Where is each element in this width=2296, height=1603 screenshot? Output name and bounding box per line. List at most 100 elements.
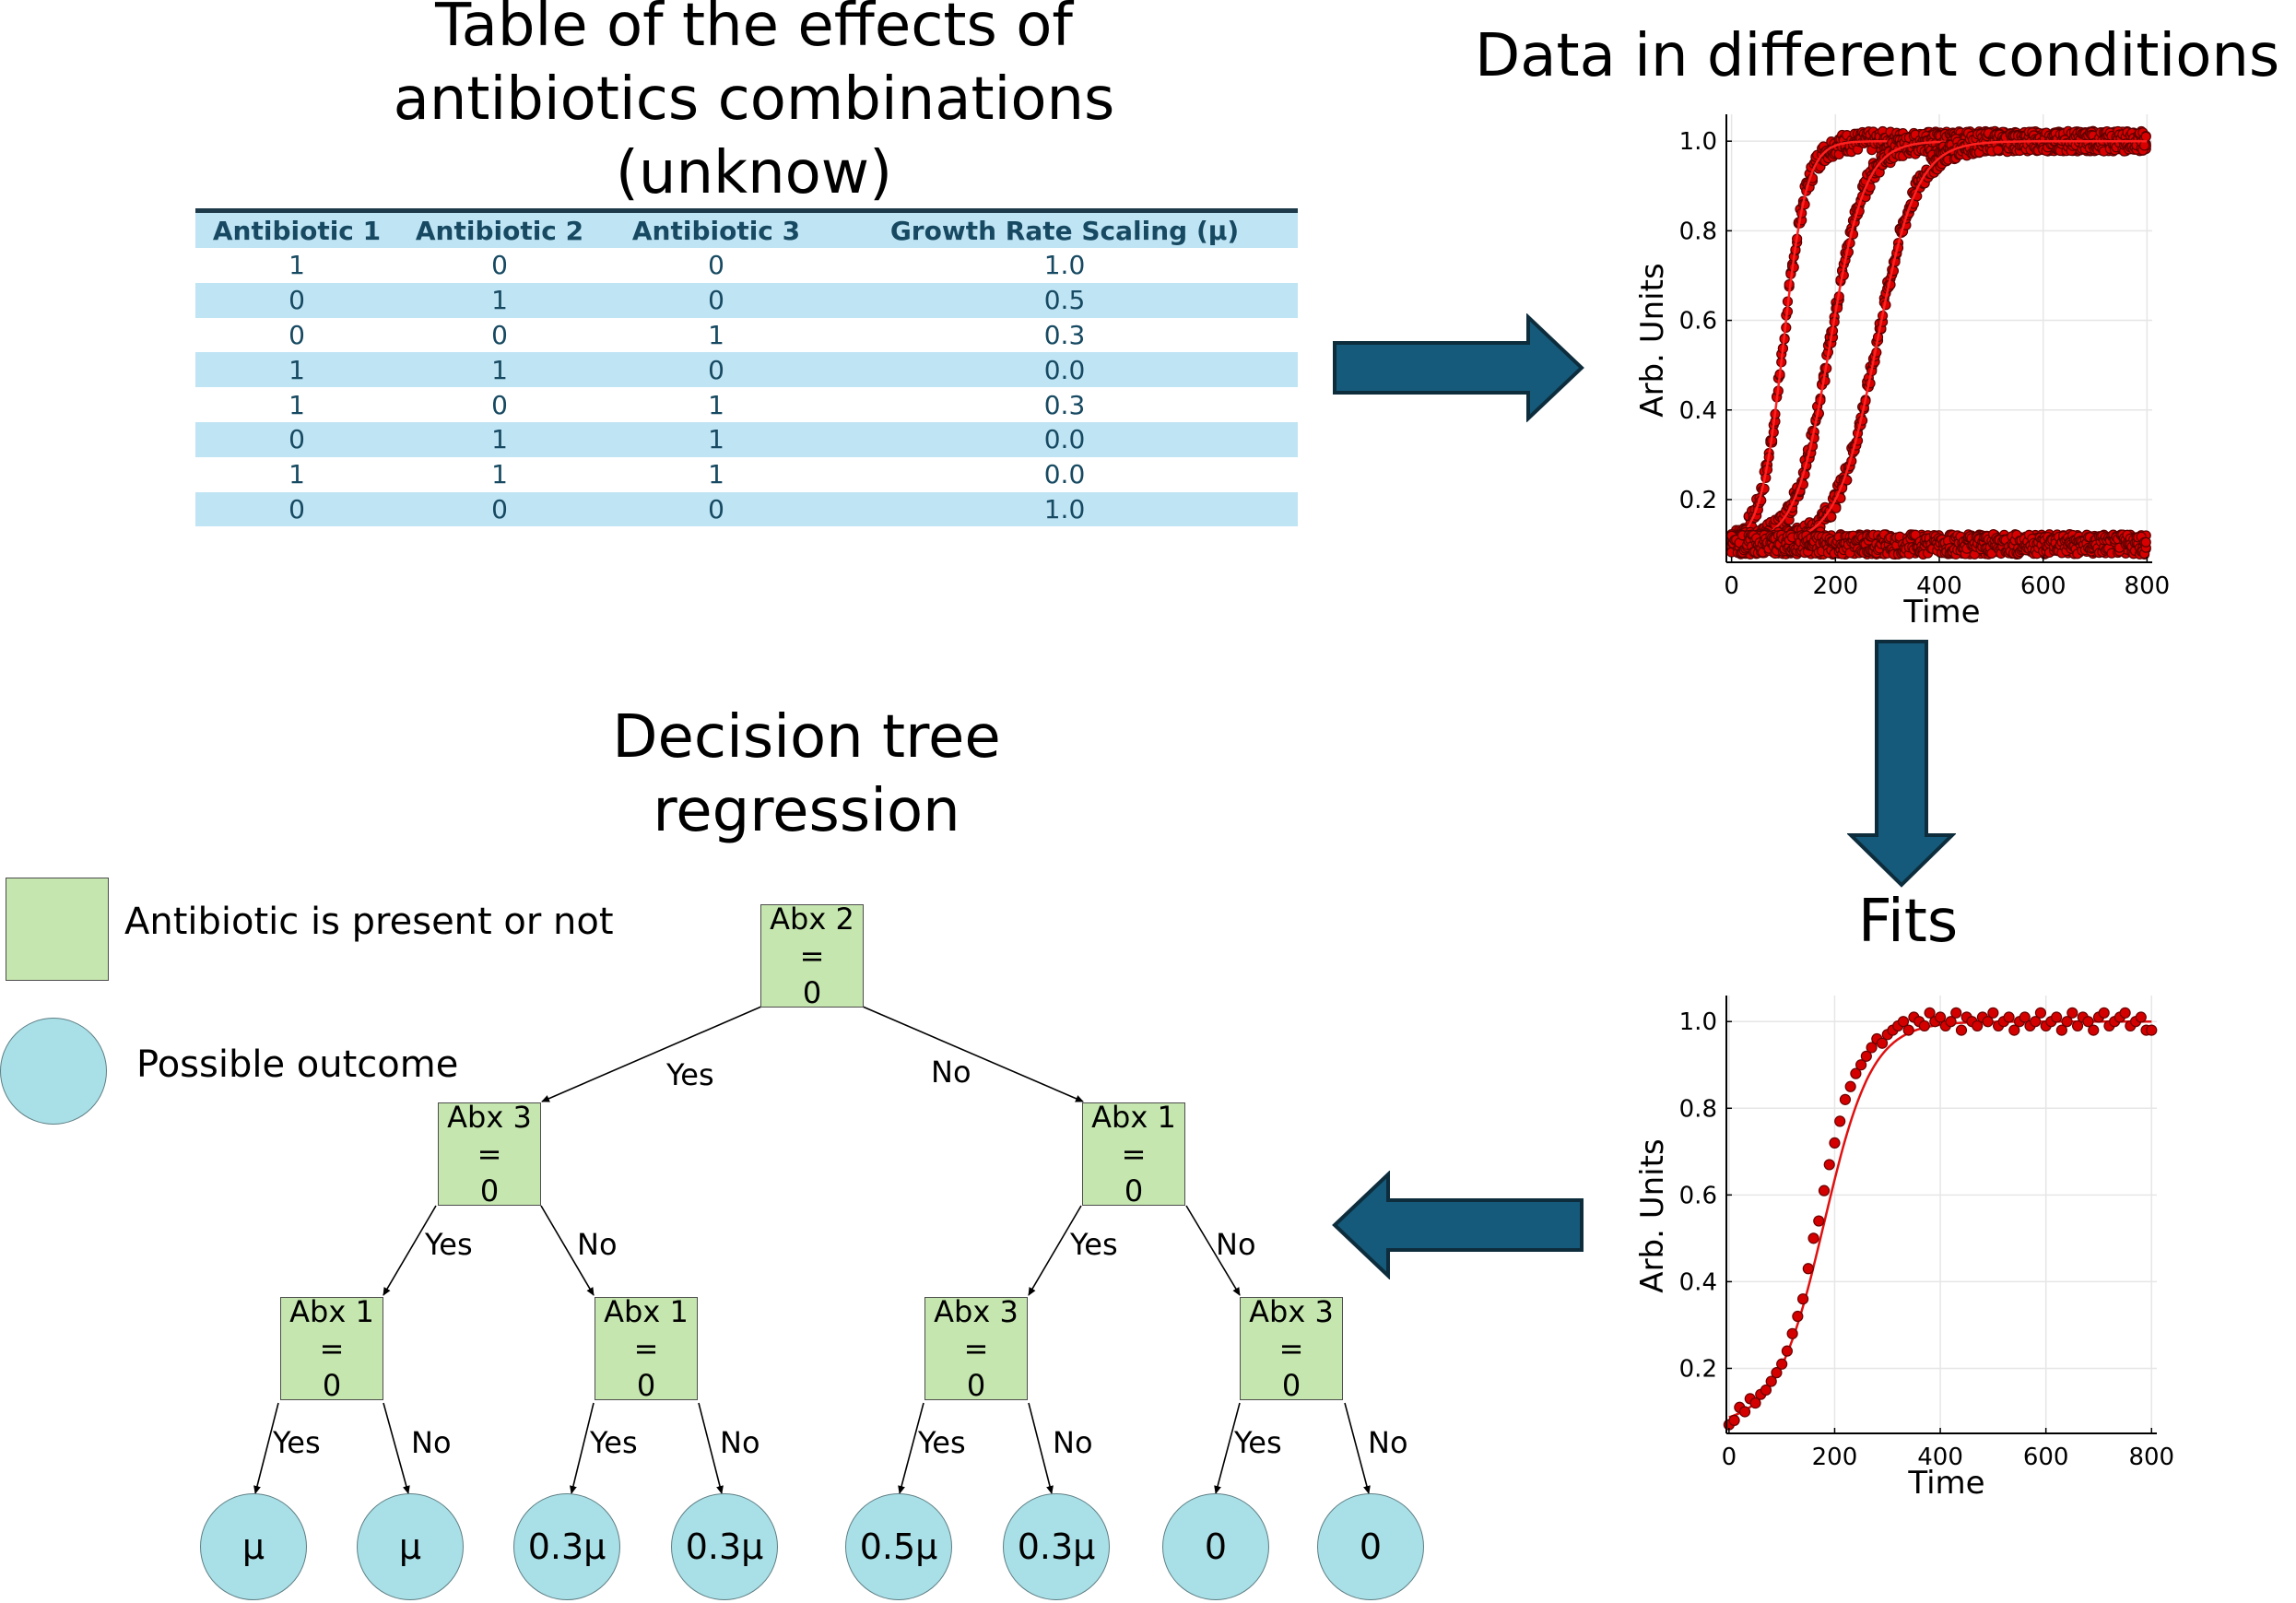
table-cell: 0.5 bbox=[831, 282, 1298, 318]
table-cell: 0 bbox=[195, 282, 398, 318]
edge-label-yes: Yes bbox=[666, 1057, 714, 1092]
table-cell: 0 bbox=[601, 491, 831, 527]
outcome-leaf: μ bbox=[200, 1493, 307, 1600]
outcome-leaf: 0.5μ bbox=[845, 1493, 952, 1600]
header-growth-rate-scaling: Growth Rate Scaling (μ) bbox=[831, 210, 1298, 248]
table-cell: 0 bbox=[195, 491, 398, 527]
data-title: Data in different conditions bbox=[1475, 22, 2280, 90]
table-cell: 1 bbox=[398, 352, 601, 388]
node-variable: Abx 1 bbox=[604, 1294, 689, 1329]
edge bbox=[383, 1402, 410, 1494]
table-cell: 0 bbox=[601, 248, 831, 283]
fits-title: Fits bbox=[1857, 888, 1959, 956]
outcome-leaf: 0.3μ bbox=[671, 1493, 778, 1600]
table-cell: 0 bbox=[398, 248, 601, 283]
edge bbox=[862, 1006, 1084, 1102]
tree-title-line-1: Decision tree bbox=[612, 703, 1001, 772]
decision-node-root: Abx 2 = 0 bbox=[760, 902, 864, 1010]
table-cell: 1 bbox=[398, 282, 601, 318]
table-cell: 1 bbox=[398, 421, 601, 457]
node-value: 0 bbox=[802, 975, 822, 1010]
edge bbox=[1028, 1402, 1054, 1494]
edge-label-no: No bbox=[1053, 1425, 1093, 1460]
edge-label-yes: Yes bbox=[590, 1425, 638, 1460]
node-value: 0 bbox=[322, 1368, 342, 1403]
table-title-line-3: (unknow) bbox=[615, 139, 893, 207]
edge-label-yes: Yes bbox=[425, 1227, 473, 1262]
table-row: 0 1 1 0.0 bbox=[195, 421, 1298, 457]
node-equals: = bbox=[963, 1331, 989, 1366]
edge bbox=[1344, 1402, 1371, 1494]
data-series bbox=[1726, 125, 2151, 560]
node-value: 0 bbox=[1124, 1173, 1144, 1208]
decision-node-abx1: Abx 1 = 0 bbox=[595, 1294, 698, 1403]
outcome-leaf: 0 bbox=[1317, 1493, 1424, 1600]
edge-label-no: No bbox=[720, 1425, 760, 1460]
table-cell: 0 bbox=[601, 352, 831, 388]
antibiotic-combination-table: Antibiotic 1 Antibiotic 2 Antibiotic 3 G… bbox=[195, 208, 1298, 527]
arrow-down-icon bbox=[1847, 640, 1956, 888]
edge-label-yes: Yes bbox=[1070, 1227, 1118, 1262]
table-cell: 1 bbox=[601, 317, 831, 353]
tree-title: Decision tree regression bbox=[530, 701, 1083, 848]
tree-title-line-2: regression bbox=[653, 777, 960, 845]
edge-label-yes: Yes bbox=[273, 1425, 321, 1460]
table-cell: 0 bbox=[398, 491, 601, 527]
decision-node-abx1: Abx 1 = 0 bbox=[280, 1294, 383, 1403]
decision-node-abx1: Abx 1 = 0 bbox=[1082, 1100, 1185, 1208]
outcome-leaf: μ bbox=[357, 1493, 464, 1600]
table-cell: 0 bbox=[601, 282, 831, 318]
table-cell: 0.0 bbox=[831, 456, 1298, 492]
table-cell: 1.0 bbox=[831, 248, 1298, 283]
table-title-line-1: Table of the effects of bbox=[435, 0, 1073, 60]
edge bbox=[698, 1402, 724, 1494]
node-value: 0 bbox=[1281, 1368, 1301, 1403]
outcome-leaf: 0 bbox=[1162, 1493, 1269, 1600]
node-value: 0 bbox=[636, 1368, 656, 1403]
table-body: 1 0 0 1.0 0 1 0 0.5 0 0 1 0.3 1 1 0 0.0 1 0 1 0.3 0 1 1 0.0 1 1 1 0… bbox=[195, 248, 1298, 527]
table-row: 1 0 0 1.0 bbox=[195, 248, 1298, 283]
table-row: 1 1 0 0.0 bbox=[195, 352, 1298, 388]
decision-node-abx3: Abx 3 = 0 bbox=[1240, 1294, 1343, 1403]
table-row: 0 0 1 0.3 bbox=[195, 317, 1298, 353]
node-value: 0 bbox=[966, 1368, 986, 1403]
header-antibiotic-2: Antibiotic 2 bbox=[398, 210, 601, 248]
table-header-row: Antibiotic 1 Antibiotic 2 Antibiotic 3 G… bbox=[195, 210, 1298, 248]
table-row: 0 1 0 0.5 bbox=[195, 282, 1298, 318]
edge-label-no: No bbox=[577, 1227, 618, 1262]
edge-label-yes: Yes bbox=[918, 1425, 966, 1460]
node-equals: = bbox=[1121, 1137, 1147, 1172]
table-row: 1 1 1 0.0 bbox=[195, 456, 1298, 492]
edge-label-yes: Yes bbox=[1234, 1425, 1282, 1460]
edge bbox=[541, 1006, 762, 1102]
edge-label-no: No bbox=[931, 1055, 971, 1090]
table-cell: 1 bbox=[195, 352, 398, 388]
node-equals: = bbox=[1278, 1331, 1304, 1366]
table-title: Table of the effects of antibiotics comb… bbox=[293, 0, 1215, 210]
table-cell: 1 bbox=[398, 456, 601, 492]
table-cell: 1 bbox=[195, 387, 398, 422]
node-equals: = bbox=[633, 1331, 659, 1366]
node-equals: = bbox=[799, 938, 825, 973]
node-equals: = bbox=[319, 1331, 345, 1366]
table-cell: 0 bbox=[195, 421, 398, 457]
table-cell: 1 bbox=[601, 421, 831, 457]
table-title-line-2: antibiotics combinations bbox=[393, 65, 1115, 134]
outcome-leaf: 0.3μ bbox=[1003, 1493, 1110, 1600]
table-cell: 1 bbox=[601, 456, 831, 492]
arrow-left-icon bbox=[1332, 1171, 1584, 1279]
table-cell: 0 bbox=[398, 387, 601, 422]
table-cell: 1 bbox=[195, 456, 398, 492]
table-cell: 1 bbox=[601, 387, 831, 422]
edge-label-no: No bbox=[1368, 1425, 1408, 1460]
arrow-right-icon bbox=[1333, 313, 1584, 422]
node-variable: Abx 2 bbox=[770, 902, 854, 937]
node-value: 0 bbox=[479, 1173, 500, 1208]
table-cell: 0.0 bbox=[831, 421, 1298, 457]
table-cell: 1 bbox=[195, 248, 398, 283]
table-row: 0 0 0 1.0 bbox=[195, 491, 1298, 527]
table-cell: 0 bbox=[195, 317, 398, 353]
table-cell: 0.0 bbox=[831, 352, 1298, 388]
header-antibiotic-1: Antibiotic 1 bbox=[195, 210, 398, 248]
